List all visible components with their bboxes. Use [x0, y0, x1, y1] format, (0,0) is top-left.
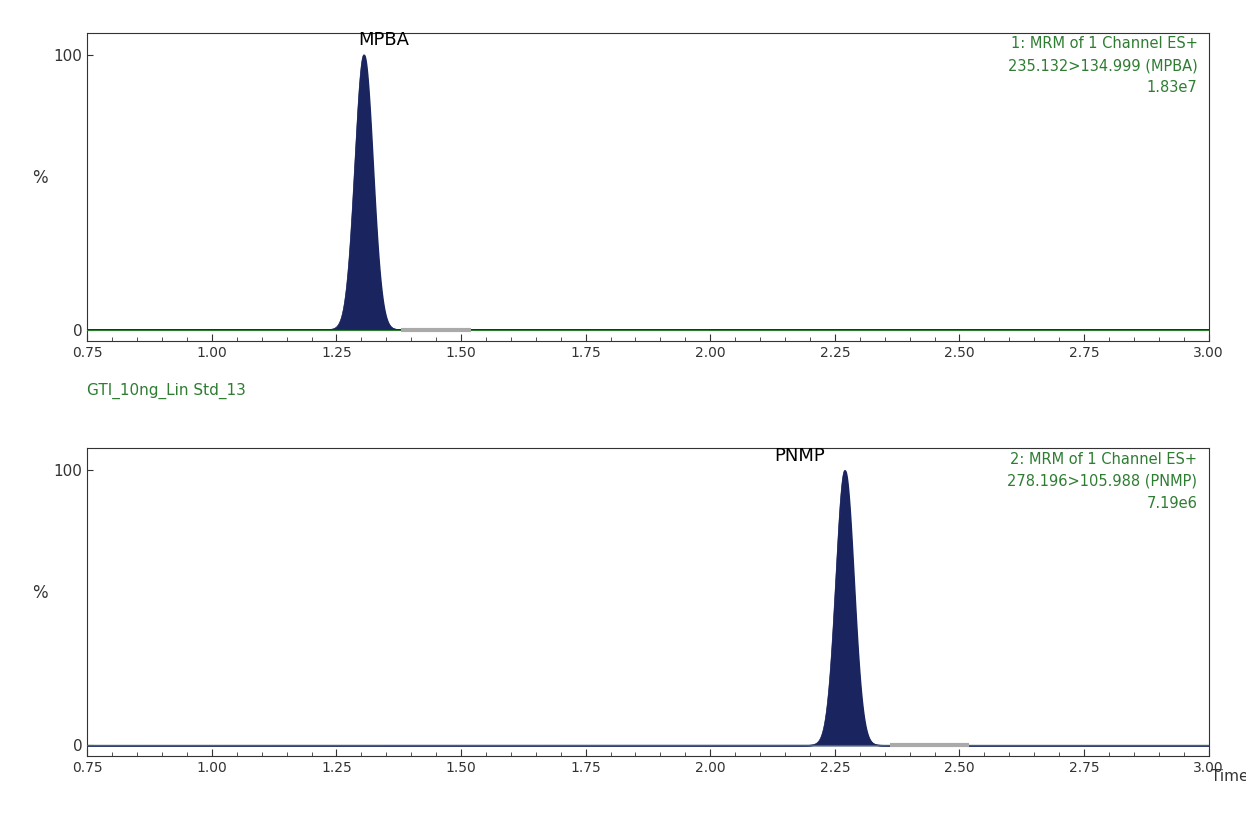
Text: Time: Time: [1211, 769, 1246, 783]
Text: 1: MRM of 1 Channel ES+
235.132>134.999 (MPBA)
1.83e7: 1: MRM of 1 Channel ES+ 235.132>134.999 …: [1008, 36, 1197, 95]
Text: 2: MRM of 1 Channel ES+
278.196>105.988 (PNMP)
7.19e6: 2: MRM of 1 Channel ES+ 278.196>105.988 …: [1008, 451, 1197, 511]
Y-axis label: %: %: [32, 169, 47, 187]
Text: MPBA: MPBA: [359, 31, 409, 49]
Text: PNMP: PNMP: [775, 447, 825, 465]
Y-axis label: %: %: [32, 584, 47, 603]
Text: GTI_10ng_Lin Std_13: GTI_10ng_Lin Std_13: [87, 382, 247, 399]
